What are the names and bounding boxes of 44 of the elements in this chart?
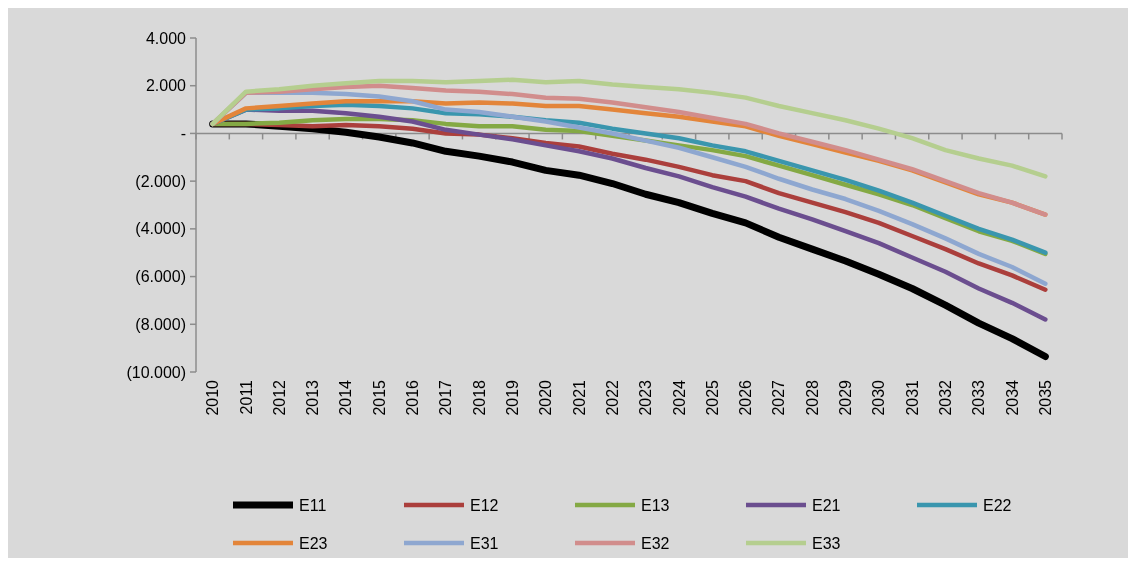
- legend-label: E11: [299, 496, 327, 514]
- x-tick-label: 2026: [737, 379, 755, 416]
- x-tick-label: 2017: [437, 379, 455, 416]
- y-tick-label: 4.000: [145, 29, 187, 47]
- x-tick-label: 2010: [204, 379, 222, 416]
- legend-label: E31: [470, 534, 499, 552]
- x-tick-label: 2020: [537, 379, 555, 416]
- x-tick-label: 2023: [637, 379, 655, 416]
- x-tick-label: 2021: [570, 379, 588, 416]
- y-tick-label: (8.000): [135, 315, 186, 333]
- legend-label: E23: [299, 534, 328, 552]
- x-tick-label: 2032: [937, 379, 955, 416]
- x-tick-label: 2019: [504, 379, 522, 416]
- y-tick-label: (10.000): [126, 363, 186, 381]
- x-tick-label: 2018: [470, 379, 488, 416]
- y-tick-label: (6.000): [135, 268, 186, 286]
- legend-label: E13: [641, 496, 670, 514]
- x-tick-label: 2024: [670, 379, 688, 416]
- x-tick-label: 2012: [270, 379, 288, 416]
- y-tick-label: (2.000): [135, 172, 186, 190]
- legend-label: E33: [812, 534, 841, 552]
- x-tick-label: 2034: [1003, 379, 1021, 416]
- x-tick-label: 2022: [603, 379, 621, 416]
- x-tick-label: 2035: [1036, 379, 1054, 416]
- legend-label: E12: [470, 496, 499, 514]
- x-tick-label: 2013: [304, 379, 322, 416]
- line-series: [210, 77, 1048, 179]
- x-tick-label: 2016: [404, 379, 422, 416]
- x-tick-label: 2029: [837, 379, 855, 416]
- x-tick-label: 2014: [337, 379, 355, 416]
- legend-label: E22: [983, 496, 1012, 514]
- legend-label: E21: [812, 496, 841, 514]
- x-tick-label: 2031: [903, 379, 921, 416]
- x-tick-label: 2030: [870, 379, 888, 416]
- y-tick-label: 2.000: [145, 77, 187, 95]
- x-tick-label: 2027: [770, 379, 788, 416]
- x-tick-label: 2011: [237, 379, 255, 415]
- x-tick-label: 2028: [803, 379, 821, 416]
- x-tick-label: 2015: [370, 379, 388, 416]
- x-tick-label: 2025: [703, 379, 721, 416]
- y-tick-label: -: [180, 125, 186, 143]
- y-tick-label: (4.000): [135, 220, 186, 238]
- legend-label: E32: [641, 534, 670, 552]
- x-tick-label: 2033: [970, 379, 988, 416]
